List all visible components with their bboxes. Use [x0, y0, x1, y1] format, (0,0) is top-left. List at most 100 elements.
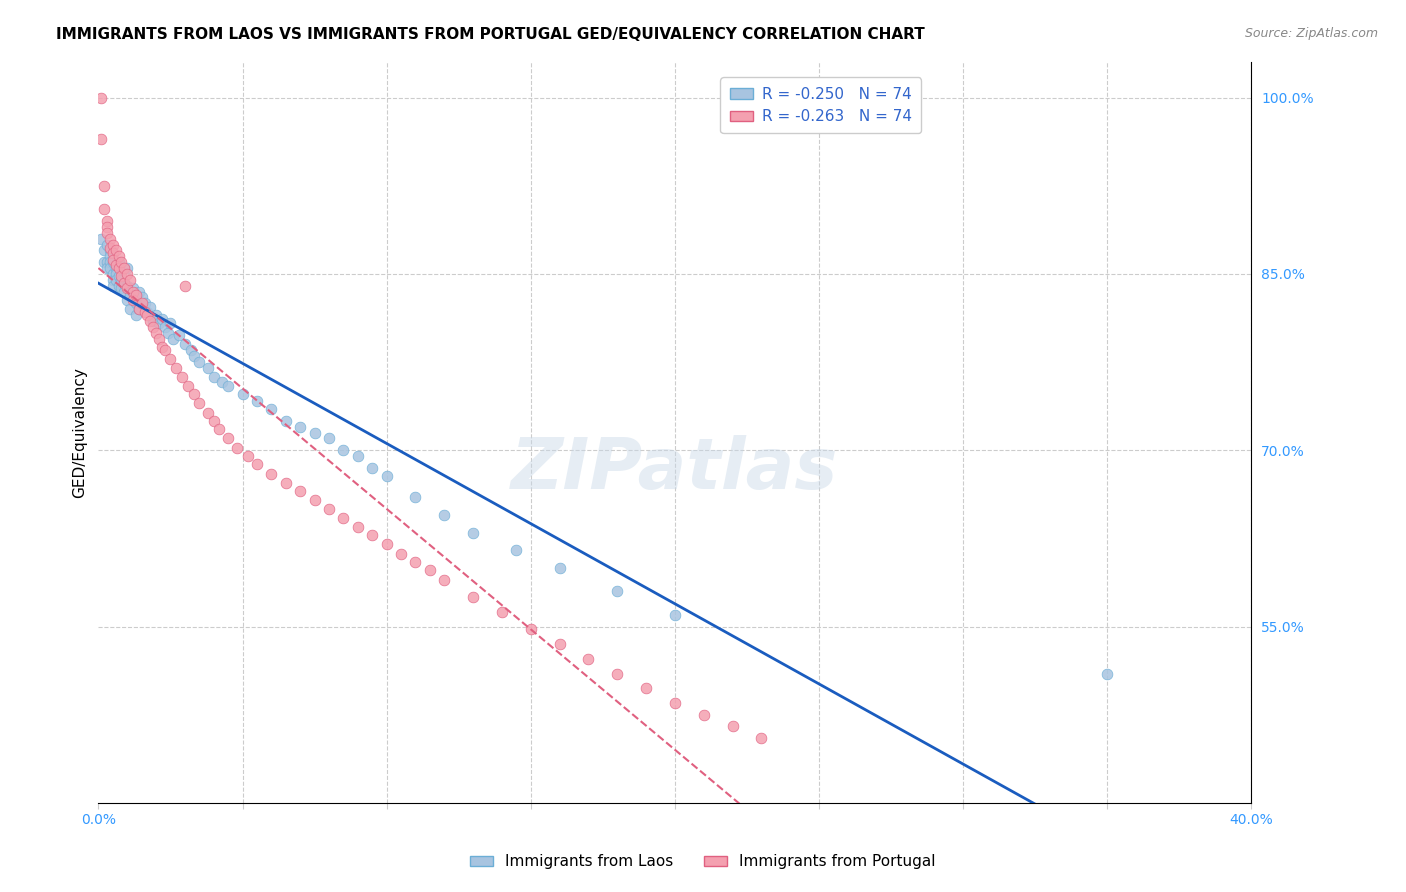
Point	[90, 132, 112, 146]
Point	[112, 277, 135, 291]
Point	[177, 378, 200, 392]
Point	[491, 606, 513, 620]
Point	[110, 273, 132, 287]
Point	[93, 255, 115, 269]
Point	[664, 607, 686, 622]
Point	[231, 387, 254, 401]
Point	[664, 696, 686, 710]
Point	[98, 244, 121, 258]
Point	[751, 731, 773, 746]
Point	[117, 278, 139, 293]
Point	[142, 314, 165, 328]
Point	[107, 255, 129, 269]
Point	[117, 281, 139, 295]
Point	[107, 278, 129, 293]
Point	[274, 414, 297, 428]
Point	[304, 492, 326, 507]
Point	[197, 406, 219, 420]
Point	[202, 414, 225, 428]
Point	[153, 319, 176, 334]
Point	[159, 351, 181, 366]
Point	[142, 319, 165, 334]
Point	[136, 308, 159, 322]
Point	[238, 449, 260, 463]
Point	[139, 314, 162, 328]
Legend: Immigrants from Laos, Immigrants from Portugal: Immigrants from Laos, Immigrants from Po…	[464, 848, 942, 875]
Point	[165, 361, 187, 376]
Point	[260, 467, 283, 481]
Point	[433, 508, 456, 522]
Point	[304, 425, 326, 440]
Point	[217, 432, 239, 446]
Point	[405, 555, 427, 569]
Point	[104, 258, 127, 272]
Point	[520, 622, 543, 636]
Point	[98, 232, 121, 246]
Point	[145, 308, 167, 322]
Point	[246, 393, 269, 408]
Point	[150, 311, 173, 326]
Point	[217, 378, 239, 392]
Point	[246, 458, 269, 472]
Point	[197, 361, 219, 376]
Point	[405, 490, 427, 504]
Point	[125, 288, 148, 302]
Point	[93, 244, 115, 258]
Point	[112, 285, 135, 299]
Point	[93, 178, 115, 193]
Point	[721, 719, 744, 733]
Point	[104, 267, 127, 281]
Point	[290, 484, 312, 499]
Point	[117, 293, 139, 307]
Point	[636, 681, 658, 695]
Point	[98, 255, 121, 269]
Point	[131, 296, 153, 310]
Point	[156, 326, 179, 340]
Point	[101, 255, 124, 269]
Point	[318, 432, 340, 446]
Point	[318, 502, 340, 516]
Point	[548, 561, 571, 575]
Point	[117, 261, 139, 276]
Point	[122, 285, 145, 299]
Point	[208, 422, 231, 436]
Point	[101, 237, 124, 252]
Point	[290, 419, 312, 434]
Point	[101, 267, 124, 281]
Point	[125, 296, 148, 310]
Point	[122, 281, 145, 295]
Point	[606, 666, 628, 681]
Point	[128, 285, 150, 299]
Point	[117, 267, 139, 281]
Legend: R = -0.250   N = 74, R = -0.263   N = 74: R = -0.250 N = 74, R = -0.263 N = 74	[720, 78, 921, 134]
Point	[162, 332, 184, 346]
Point	[131, 290, 153, 304]
Point	[153, 343, 176, 358]
Point	[104, 244, 127, 258]
Point	[693, 707, 716, 722]
Point	[110, 269, 132, 284]
Point	[128, 302, 150, 317]
Text: Source: ZipAtlas.com: Source: ZipAtlas.com	[1244, 27, 1378, 40]
Point	[1097, 666, 1119, 681]
Point	[332, 511, 354, 525]
Point	[188, 355, 211, 369]
Point	[120, 288, 142, 302]
Point	[90, 91, 112, 105]
Point	[148, 316, 170, 330]
Point	[433, 573, 456, 587]
Point	[107, 261, 129, 276]
Point	[98, 249, 121, 263]
Point	[148, 332, 170, 346]
Point	[260, 402, 283, 417]
Point	[110, 281, 132, 295]
Point	[93, 202, 115, 217]
Point	[202, 370, 225, 384]
Point	[461, 590, 484, 604]
Point	[183, 387, 205, 401]
Point	[110, 255, 132, 269]
Text: ZIPatlas: ZIPatlas	[512, 435, 838, 504]
Point	[120, 273, 142, 287]
Point	[188, 396, 211, 410]
Point	[101, 245, 124, 260]
